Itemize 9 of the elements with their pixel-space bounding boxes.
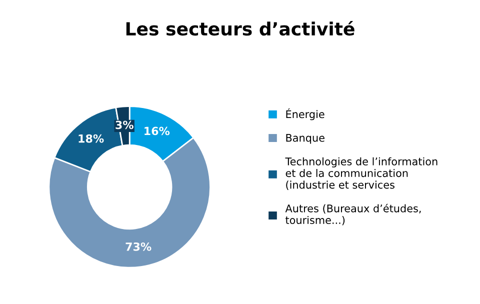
data-label: 18% (78, 134, 104, 143)
data-label: 16% (144, 126, 170, 136)
legend-label: Banque (286, 134, 324, 144)
legend-label: Autres (Bureaux d’études, tourisme...) (285, 204, 421, 226)
legend-label: Technologies de l’information et de la communication (industrie et services (285, 157, 438, 190)
legend-label: Énergie (286, 108, 324, 120)
data-label: 3% (116, 120, 134, 130)
chart-title: Les secteurs d’activité (126, 20, 354, 36)
data-label: 73% (126, 242, 152, 251)
